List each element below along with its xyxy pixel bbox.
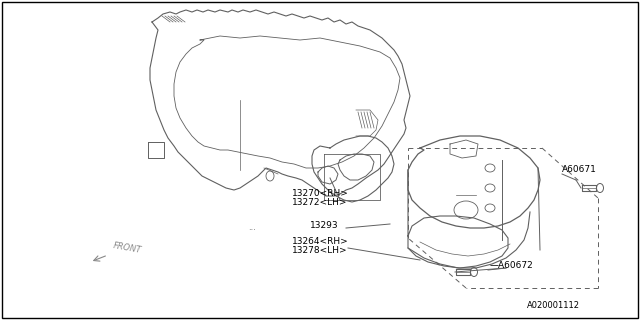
Text: —A60672: —A60672 <box>490 261 534 270</box>
Text: ...: ... <box>248 223 256 232</box>
Text: 13278<LH>: 13278<LH> <box>292 246 348 255</box>
Text: A020001112: A020001112 <box>527 301 580 310</box>
Text: 13272<LH>: 13272<LH> <box>292 198 348 207</box>
Text: 13264<RH>: 13264<RH> <box>292 237 349 246</box>
Text: A60671: A60671 <box>562 165 597 174</box>
Text: 13293: 13293 <box>310 221 339 230</box>
Text: FRONT: FRONT <box>112 241 142 255</box>
Text: 13270<RH>: 13270<RH> <box>292 189 349 198</box>
